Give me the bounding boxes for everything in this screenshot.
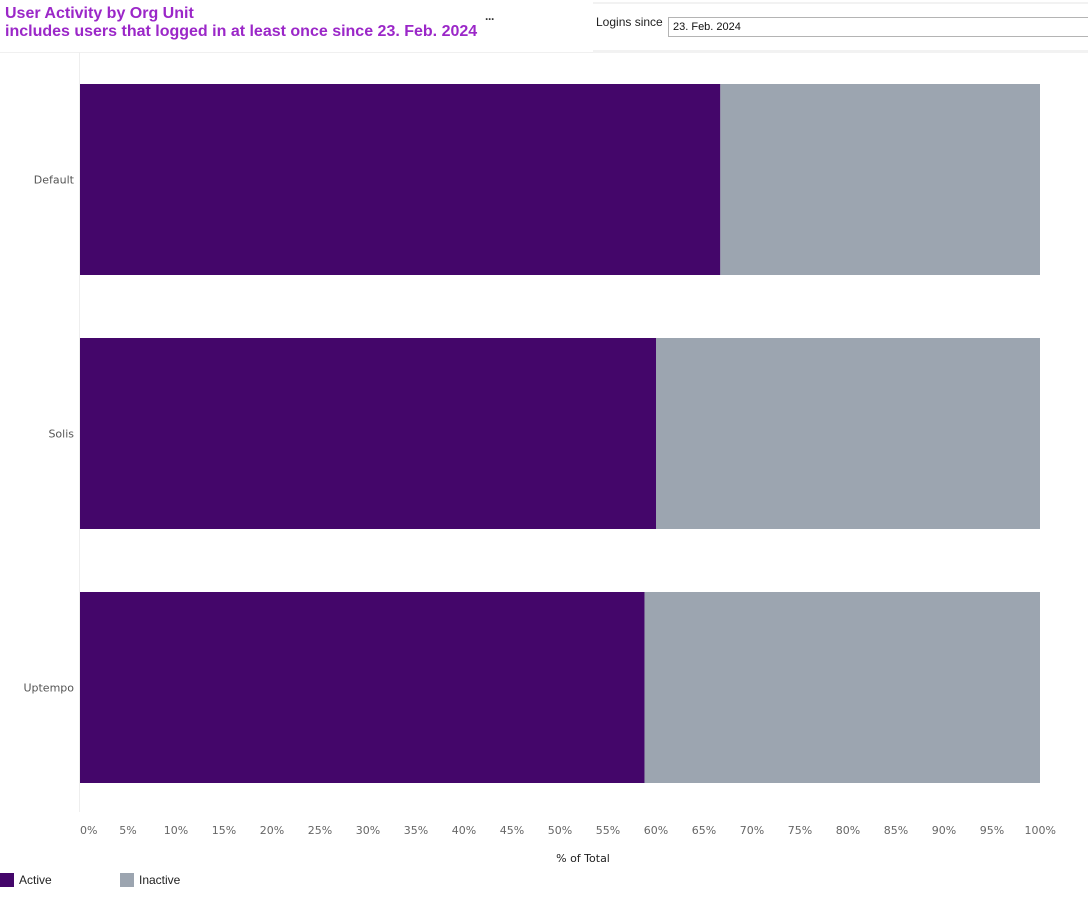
x-tick-label-7: 35% xyxy=(404,824,428,837)
bar-uptempo-inactive xyxy=(644,592,1040,783)
bar-default-inactive xyxy=(720,84,1040,275)
legend-label-inactive: Inactive xyxy=(139,873,181,887)
legend: Active Inactive xyxy=(0,873,400,893)
x-tick-label-0: 0% xyxy=(80,824,97,837)
y-tick-label-uptempo: Uptempo xyxy=(23,682,74,695)
title-line-2: includes users that logged in at least o… xyxy=(5,23,478,40)
logins-since-date-input[interactable] xyxy=(668,17,1088,37)
x-tick-label-3: 15% xyxy=(212,824,236,837)
bar-default-active xyxy=(80,84,721,275)
legend-label-active: Active xyxy=(19,873,52,887)
y-tick-label-solis: Solis xyxy=(48,428,74,441)
legend-item-inactive[interactable]: Inactive xyxy=(120,873,180,887)
bar-solis-inactive xyxy=(656,338,1040,529)
chart-title: User Activity by Org Unit includes users… xyxy=(5,5,477,41)
x-tick-label-18: 90% xyxy=(932,824,956,837)
x-tick-label-6: 30% xyxy=(356,824,380,837)
logins-since-filter: Logins since xyxy=(593,2,1088,53)
more-options-icon[interactable]: ··· xyxy=(485,12,495,26)
x-tick-label-12: 60% xyxy=(644,824,668,837)
dashboard-header: User Activity by Org Unit includes users… xyxy=(0,0,1088,53)
x-tick-label-14: 70% xyxy=(740,824,764,837)
legend-item-active[interactable]: Active xyxy=(0,873,52,887)
title-line-1: User Activity by Org Unit xyxy=(5,5,194,22)
legend-swatch-active xyxy=(0,873,14,887)
x-tick-label-1: 5% xyxy=(119,824,136,837)
x-axis-title: % of Total xyxy=(556,852,610,865)
x-tick-label-8: 40% xyxy=(452,824,476,837)
x-tick-label-17: 85% xyxy=(884,824,908,837)
x-tick-label-4: 20% xyxy=(260,824,284,837)
bar-uptempo-active xyxy=(80,592,645,783)
x-tick-label-2: 10% xyxy=(164,824,188,837)
x-tick-label-19: 95% xyxy=(980,824,1004,837)
x-tick-label-11: 55% xyxy=(596,824,620,837)
x-tick-label-20: 100% xyxy=(1025,824,1056,837)
x-tick-label-16: 80% xyxy=(836,824,860,837)
bar-chart: Default Solis Uptempo 0% 5% 10% 15% 20% 25% 30% 35… xyxy=(23,52,1056,865)
x-tick-label-5: 25% xyxy=(308,824,332,837)
x-tick-label-10: 50% xyxy=(548,824,572,837)
legend-swatch-inactive xyxy=(120,873,134,887)
y-tick-label-default: Default xyxy=(34,174,75,187)
filter-label: Logins since xyxy=(596,15,663,29)
bar-solis-active xyxy=(80,338,656,529)
x-tick-label-15: 75% xyxy=(788,824,812,837)
x-tick-label-13: 65% xyxy=(692,824,716,837)
x-tick-label-9: 45% xyxy=(500,824,524,837)
